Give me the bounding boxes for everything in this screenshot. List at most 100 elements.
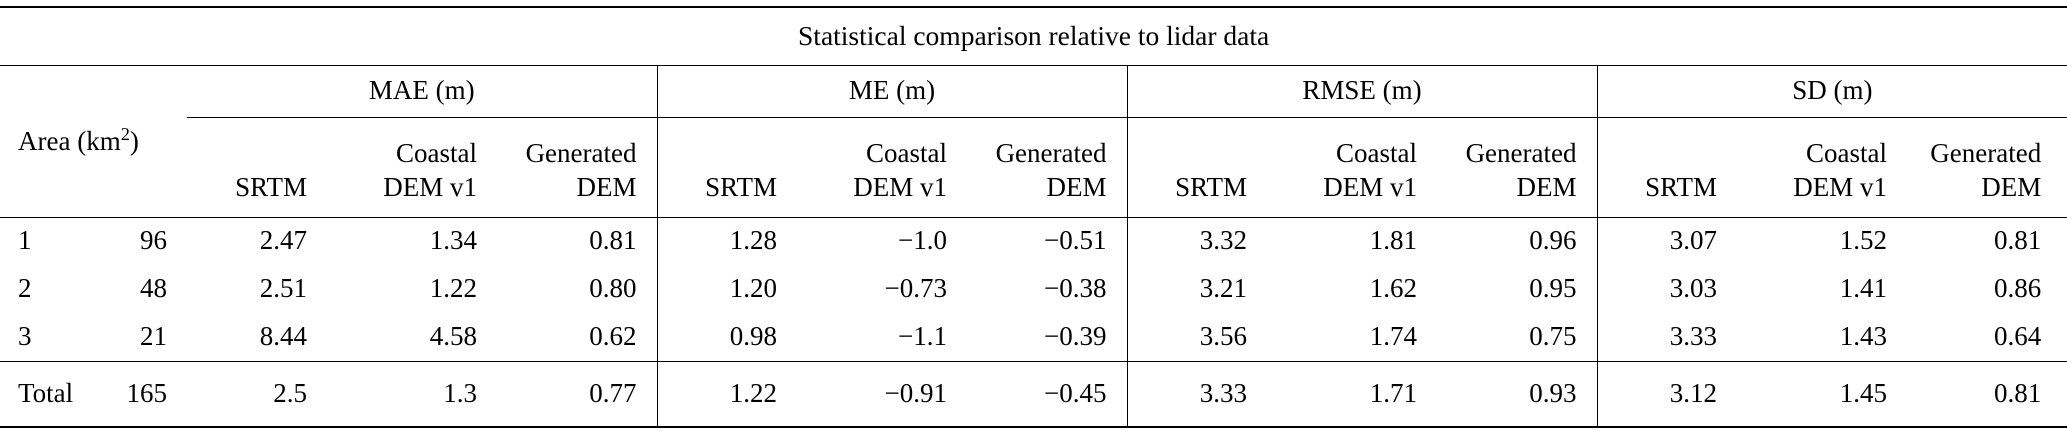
col-header-line: DEM v1: [1793, 171, 1887, 202]
total-row: Total 165 2.5 1.3 0.77 1.22 −0.91 −0.45 …: [0, 360, 2067, 427]
col-header-line: Generated: [995, 138, 1107, 168]
col-header-line: DEM v1: [383, 171, 477, 202]
table-cell: 1.34: [429, 225, 477, 256]
table-cell: 0.81: [589, 225, 637, 256]
table-cell: 3.12: [1596, 360, 1737, 427]
table-row: 2 48 2.51 1.22 0.80 1.20 −0.73 −0.38 3.2…: [0, 265, 2067, 313]
group-header-row: Area (km2) MAE (m) ME (m) RMSE (m) SD (m…: [0, 65, 2067, 218]
col-header-line: Coastal: [396, 138, 477, 168]
area-id-cell: 2: [18, 273, 32, 304]
area-id-cell: Total: [0, 360, 95, 427]
col-header-coastal: Coastal DEM v1: [1267, 117, 1437, 218]
group-header-rmse: RMSE (m): [1126, 65, 1597, 118]
table-cell: 3.32: [1126, 217, 1267, 265]
column-header-row: SRTM Coastal DEM v1 Generated DEM SRTM C…: [0, 117, 2067, 218]
table-cell: 1.41: [1839, 273, 1887, 304]
title-row: Statistical comparison relative to lidar…: [0, 7, 2067, 66]
table-cell: −1.0: [898, 225, 947, 256]
table-cell: −0.73: [884, 273, 947, 304]
col-header-srtm: SRTM: [187, 117, 327, 218]
col-header-line: Generated: [525, 138, 637, 168]
col-header-coastal: Coastal DEM v1: [797, 117, 967, 218]
table-cell: 1.45: [1737, 360, 1907, 427]
area-km-cell: 165: [95, 360, 187, 427]
table-cell: 1.81: [1369, 225, 1417, 256]
table-cell: 1.71: [1267, 360, 1437, 427]
table-cell: −0.51: [1044, 225, 1107, 256]
table-cell: 0.77: [497, 360, 657, 427]
area-id-cell: 3: [18, 320, 32, 351]
col-header-line: DEM: [1981, 171, 2042, 202]
table-cell: 3.33: [1596, 313, 1737, 361]
table-cell: −1.1: [898, 320, 947, 351]
table-cell: 0.81: [1907, 360, 2067, 427]
area-km-cell: 96: [140, 225, 167, 256]
table-cell: −0.39: [1044, 320, 1107, 351]
col-header-srtm: SRTM: [1126, 117, 1267, 218]
group-header-sd: SD (m): [1596, 65, 2067, 118]
table-cell: −0.91: [797, 360, 967, 427]
table-cell: 1.22: [656, 360, 797, 427]
col-header-line: Coastal: [1806, 138, 1887, 168]
table-cell: 3.07: [1596, 217, 1737, 265]
col-header-generated: Generated DEM: [497, 117, 657, 218]
table-cell: 1.3: [327, 360, 497, 427]
area-header-superscript: 2: [120, 124, 130, 145]
table-cell: 0.86: [1993, 273, 2042, 304]
table-cell: −0.45: [967, 360, 1127, 427]
table-cell: 0.64: [1993, 320, 2042, 351]
col-header-srtm: SRTM: [656, 117, 797, 218]
table-cell: 0.98: [656, 313, 797, 361]
area-id-cell: 1: [18, 225, 32, 256]
group-header-me: ME (m): [656, 65, 1127, 118]
table-cell: 3.03: [1596, 265, 1737, 313]
table-cell: 0.80: [589, 273, 637, 304]
statistics-table: Statistical comparison relative to lidar…: [0, 6, 2067, 428]
table-cell: 8.44: [259, 320, 307, 351]
table-row: 1 96 2.47 1.34 0.81 1.28 −1.0 −0.51 3.32…: [0, 217, 2067, 265]
table-cell: 4.58: [429, 320, 477, 351]
col-header-line: DEM v1: [1323, 171, 1417, 202]
col-header-line: DEM: [576, 171, 637, 202]
table-cell: 3.21: [1126, 265, 1267, 313]
table-cell: 0.81: [1993, 225, 2042, 256]
table-cell: 2.47: [259, 225, 307, 256]
area-km-cell: 48: [140, 273, 167, 304]
area-header-suffix: ): [129, 126, 139, 157]
table-row: 3 21 8.44 4.58 0.62 0.98 −1.1 −0.39 3.56…: [0, 313, 2067, 361]
col-header-line: Generated: [1465, 138, 1577, 168]
table-cell: −0.38: [1044, 273, 1107, 304]
table-cell: 0.93: [1437, 360, 1597, 427]
table-cell: 3.33: [1126, 360, 1267, 427]
table-cell: 1.22: [429, 273, 477, 304]
table-cell: 3.56: [1126, 313, 1267, 361]
table-cell: 0.95: [1529, 273, 1577, 304]
col-header-generated: Generated DEM: [1437, 117, 1597, 218]
table-cell: 0.62: [589, 320, 637, 351]
table-cell: 2.51: [259, 273, 307, 304]
col-header-coastal: Coastal DEM v1: [1737, 117, 1907, 218]
col-header-srtm: SRTM: [1596, 117, 1737, 218]
col-header-coastal: Coastal DEM v1: [327, 117, 497, 218]
col-header-line: DEM v1: [853, 171, 947, 202]
table-cell: 0.75: [1529, 320, 1577, 351]
table-cell: 1.43: [1839, 320, 1887, 351]
area-header: Area (km2): [0, 65, 187, 218]
group-header-mae: MAE (m): [187, 65, 657, 118]
col-header-line: Generated: [1930, 138, 2042, 168]
col-header-line: DEM: [1516, 171, 1577, 202]
col-header-line: Coastal: [866, 138, 947, 168]
table-cell: 0.96: [1529, 225, 1577, 256]
area-km-cell: 21: [140, 320, 167, 351]
table-cell: 2.5: [187, 360, 327, 427]
col-header-generated: Generated DEM: [1907, 117, 2067, 218]
col-header-generated: Generated DEM: [967, 117, 1127, 218]
table-cell: 1.28: [656, 217, 797, 265]
area-header-prefix: Area (km: [18, 126, 121, 157]
col-header-line: Coastal: [1336, 138, 1417, 168]
table-cell: 1.62: [1369, 273, 1417, 304]
col-header-line: DEM: [1046, 171, 1107, 202]
table-title: Statistical comparison relative to lidar…: [0, 7, 2067, 66]
table-cell: 1.20: [656, 265, 797, 313]
